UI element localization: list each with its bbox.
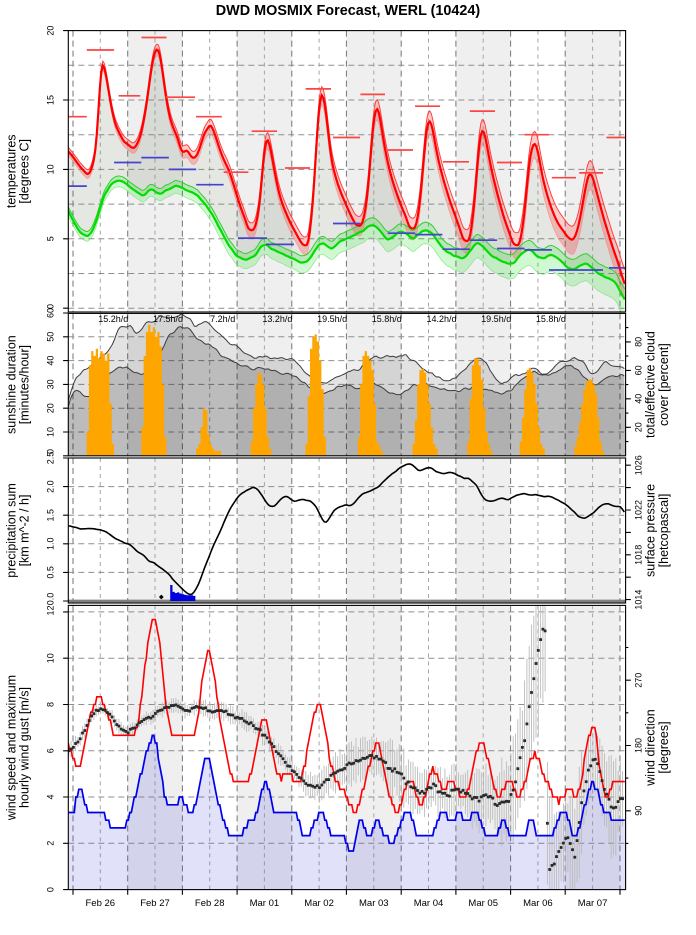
svg-text:Mar 04: Mar 04 <box>414 898 444 909</box>
svg-text:19.5h/d: 19.5h/d <box>317 314 347 324</box>
svg-text:surface pressure: surface pressure <box>644 484 658 577</box>
svg-text:Mar 06: Mar 06 <box>523 898 553 909</box>
svg-text:7.2h/d: 7.2h/d <box>210 314 235 324</box>
svg-text:cover [percent]: cover [percent] <box>657 343 671 426</box>
svg-text:1022: 1022 <box>634 500 644 520</box>
svg-text:19.5h/d: 19.5h/d <box>481 314 511 324</box>
svg-text:50: 50 <box>46 332 56 342</box>
svg-text:wind direction: wind direction <box>644 709 658 786</box>
svg-text:Mar 01: Mar 01 <box>250 898 280 909</box>
svg-text:15.2h/d: 15.2h/d <box>98 314 128 324</box>
svg-text:Mar 02: Mar 02 <box>304 898 334 909</box>
svg-text:10: 10 <box>46 427 56 437</box>
svg-text:[degrees C]: [degrees C] <box>18 139 32 204</box>
svg-text:1026: 1026 <box>634 455 644 475</box>
svg-text:1.5: 1.5 <box>46 509 56 522</box>
svg-text:[km m^-2 / h]: [km m^-2 / h] <box>18 495 32 567</box>
svg-text:Feb 28: Feb 28 <box>195 898 225 909</box>
svg-text:2.5: 2.5 <box>46 452 56 465</box>
svg-text:Feb 27: Feb 27 <box>140 898 170 909</box>
svg-text:Feb 26: Feb 26 <box>86 898 116 909</box>
svg-text:12: 12 <box>46 605 56 615</box>
svg-text:1014: 1014 <box>634 590 644 610</box>
svg-text:0.0: 0.0 <box>46 593 56 606</box>
svg-text:1.0: 1.0 <box>46 538 56 551</box>
svg-text:180: 180 <box>634 738 644 753</box>
svg-text:hourly wind gust [m/s]: hourly wind gust [m/s] <box>18 687 32 808</box>
svg-text:20: 20 <box>46 403 56 413</box>
svg-text:15: 15 <box>46 95 56 105</box>
svg-text:4: 4 <box>46 794 56 799</box>
svg-text:10: 10 <box>46 164 56 174</box>
svg-text:[minutes/hour]: [minutes/hour] <box>18 345 32 424</box>
svg-text:30: 30 <box>46 379 56 389</box>
svg-text:13.2h/d: 13.2h/d <box>262 314 292 324</box>
svg-text:270: 270 <box>634 673 644 688</box>
svg-text:2: 2 <box>46 841 56 846</box>
svg-text:40: 40 <box>634 394 644 404</box>
svg-text:0: 0 <box>46 887 56 892</box>
svg-text:80: 80 <box>634 337 644 347</box>
svg-text:0.5: 0.5 <box>46 566 56 579</box>
svg-text:DWD MOSMIX Forecast, WERL (104: DWD MOSMIX Forecast, WERL (10424) <box>216 3 481 19</box>
svg-text:8: 8 <box>46 702 56 707</box>
svg-text:6: 6 <box>46 748 56 753</box>
svg-text:90: 90 <box>634 806 644 816</box>
svg-text:20: 20 <box>46 26 56 36</box>
svg-text:20: 20 <box>634 422 644 432</box>
svg-text:60: 60 <box>634 365 644 375</box>
svg-text:0: 0 <box>46 449 56 454</box>
svg-text:15.8h/d: 15.8h/d <box>536 314 566 324</box>
svg-text:10: 10 <box>46 653 56 663</box>
svg-text:15.8h/d: 15.8h/d <box>372 314 402 324</box>
svg-text:60: 60 <box>46 308 56 318</box>
svg-text:14.2h/d: 14.2h/d <box>426 314 456 324</box>
svg-text:Mar 05: Mar 05 <box>468 898 498 909</box>
svg-text:0: 0 <box>46 304 56 309</box>
svg-text:precipitation sum: precipitation sum <box>5 483 19 578</box>
svg-text:17.5h/d: 17.5h/d <box>153 314 183 324</box>
svg-text:total/effective cloud: total/effective cloud <box>644 331 658 438</box>
svg-text:40: 40 <box>46 356 56 366</box>
svg-text:2.0: 2.0 <box>46 480 56 493</box>
svg-text:wind speed and maximum: wind speed and maximum <box>5 675 19 821</box>
svg-text:[degrees]: [degrees] <box>657 721 671 773</box>
svg-text:Mar 03: Mar 03 <box>359 898 389 909</box>
svg-text:1018: 1018 <box>634 545 644 565</box>
svg-text:[hetcopascal]: [hetcopascal] <box>657 494 671 568</box>
svg-text:temperatures: temperatures <box>5 134 19 208</box>
svg-text:sunshine duration: sunshine duration <box>5 335 19 434</box>
svg-text:5: 5 <box>46 236 56 241</box>
svg-text:Mar 07: Mar 07 <box>578 898 608 909</box>
